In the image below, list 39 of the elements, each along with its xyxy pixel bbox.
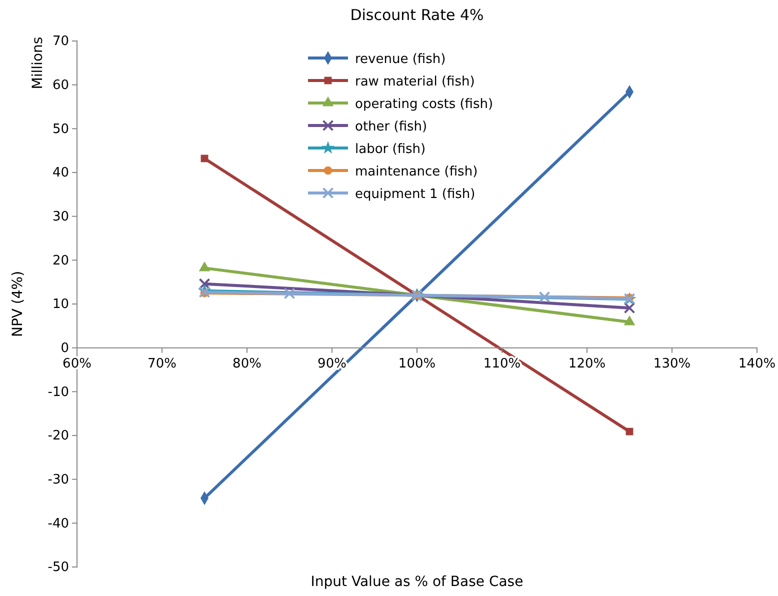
point [624, 302, 636, 314]
y-tick-label: 20 [52, 253, 69, 268]
y-tick-label: -20 [48, 428, 69, 444]
y-tick-label: 30 [52, 209, 69, 224]
legend-label: other (fish) [355, 120, 428, 134]
point [198, 286, 210, 298]
legend-label: equipment 1 (fish) [355, 187, 476, 202]
legend-label: labor (fish) [355, 142, 426, 157]
y-tick-label: -30 [48, 472, 69, 488]
point [626, 428, 634, 436]
point [284, 288, 296, 300]
y-tick-label: 40 [52, 166, 69, 181]
y-axis-title: NPV (4%) [10, 270, 26, 338]
x-tick-label: 60% [62, 356, 92, 372]
legend-label: maintenance (fish) [355, 164, 478, 180]
x-tick-label: 130% [653, 356, 691, 372]
text: Millions [30, 36, 46, 90]
x-tick-label: 80% [232, 356, 262, 372]
x-tick-label: 110% [483, 356, 521, 372]
y-tick-label: -40 [48, 516, 69, 532]
y-tick-label: -50 [48, 560, 69, 576]
y-tick-label: -10 [48, 384, 69, 400]
x-tick-label: 100% [398, 356, 436, 372]
x-tick-label: 140% [738, 356, 776, 372]
y-tick-label: 70 [52, 34, 69, 50]
point [198, 278, 210, 290]
legend-label: raw material (fish) [355, 74, 475, 90]
point [538, 291, 550, 303]
x-tick-label: 70% [148, 356, 176, 372]
y-tick-label: 10 [52, 297, 69, 312]
y-tick-label: 50 [52, 122, 69, 137]
y-tick-label: 0 [60, 340, 69, 356]
point [198, 262, 210, 272]
x-axis-title: Input Value as % of Base Case [310, 574, 524, 590]
x-tick-label: 120% [568, 356, 606, 372]
legend-label: operating costs (fish) [355, 97, 494, 112]
legend-label: revenue (fish) [355, 52, 446, 67]
y-tick-label: 60 [52, 78, 69, 93]
chart-title: Discount Rate 4% [350, 6, 484, 24]
